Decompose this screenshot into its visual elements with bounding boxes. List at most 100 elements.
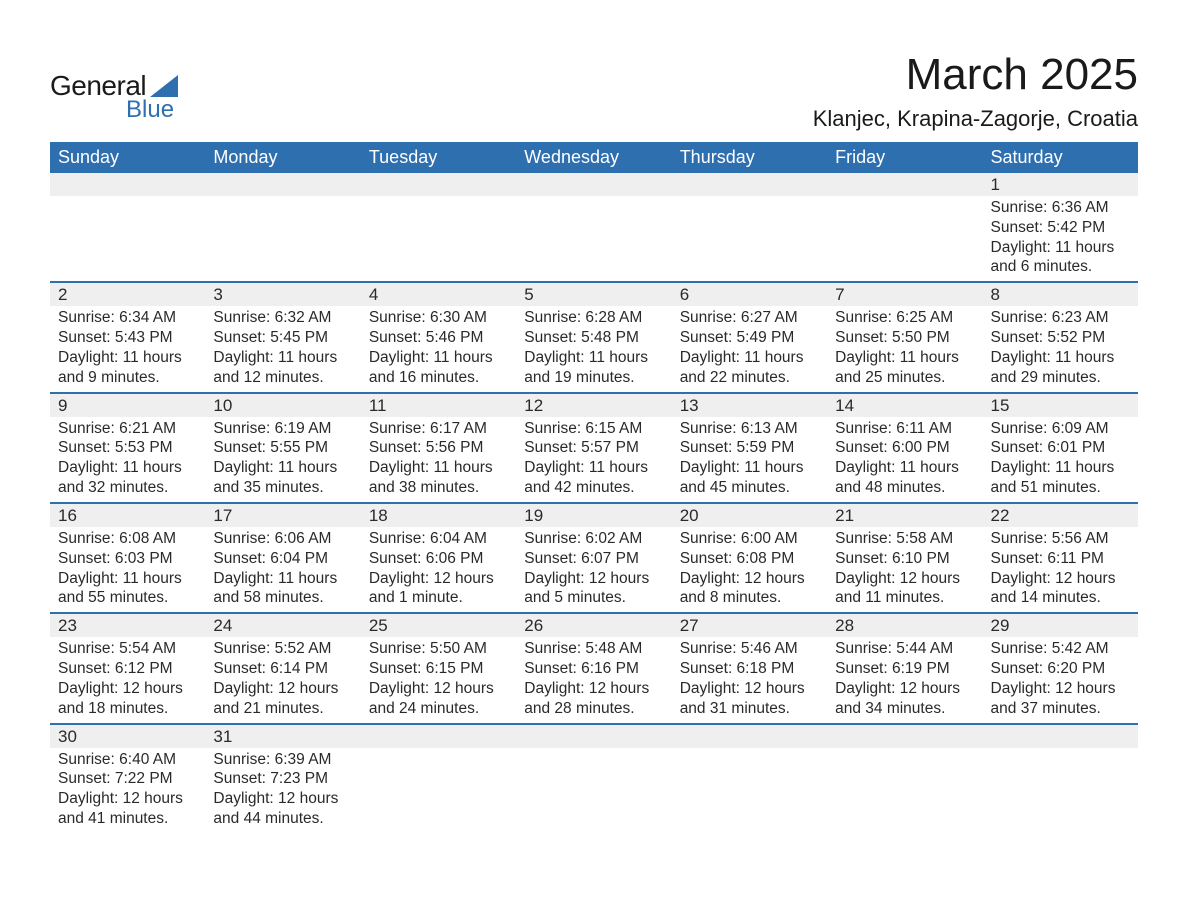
day-content-cell <box>672 748 827 833</box>
day-number: 2 <box>58 285 67 304</box>
sunrise-text: Sunrise: 6:36 AM <box>991 198 1130 218</box>
sunset-text: Sunset: 6:10 PM <box>835 549 974 569</box>
sunrise-text: Sunrise: 6:32 AM <box>213 308 352 328</box>
day-number: 26 <box>524 616 543 635</box>
sunrise-text: Sunrise: 5:44 AM <box>835 639 974 659</box>
daylight-text: Daylight: 11 hours <box>369 458 508 478</box>
day-number: 16 <box>58 506 77 525</box>
day-content-cell: Sunrise: 6:36 AMSunset: 5:42 PMDaylight:… <box>983 196 1138 282</box>
daylight-text: Daylight: 11 hours <box>991 458 1130 478</box>
logo-text-blue: Blue <box>126 96 174 124</box>
week-content-row: Sunrise: 6:36 AMSunset: 5:42 PMDaylight:… <box>50 196 1138 282</box>
day-content-cell: Sunrise: 5:56 AMSunset: 6:11 PMDaylight:… <box>983 527 1138 613</box>
sunset-text: Sunset: 5:53 PM <box>58 438 197 458</box>
daylight-text: Daylight: 11 hours <box>680 458 819 478</box>
day-number-cell: 10 <box>205 393 360 417</box>
day-content-cell: Sunrise: 6:32 AMSunset: 5:45 PMDaylight:… <box>205 306 360 392</box>
weekday-friday: Friday <box>827 142 982 173</box>
daylight-text: and 45 minutes. <box>680 478 819 498</box>
sunrise-text: Sunrise: 5:56 AM <box>991 529 1130 549</box>
day-content-cell <box>827 748 982 833</box>
calendar-table: Sunday Monday Tuesday Wednesday Thursday… <box>50 142 1138 833</box>
daylight-text: and 14 minutes. <box>991 588 1130 608</box>
daylight-text: and 29 minutes. <box>991 368 1130 388</box>
day-number-cell: 5 <box>516 282 671 306</box>
sunset-text: Sunset: 5:52 PM <box>991 328 1130 348</box>
day-content-cell: Sunrise: 5:54 AMSunset: 6:12 PMDaylight:… <box>50 637 205 723</box>
sunrise-text: Sunrise: 6:34 AM <box>58 308 197 328</box>
daylight-text: and 21 minutes. <box>213 699 352 719</box>
day-number: 18 <box>369 506 388 525</box>
daylight-text: Daylight: 11 hours <box>835 348 974 368</box>
day-number: 23 <box>58 616 77 635</box>
day-content-cell: Sunrise: 5:52 AMSunset: 6:14 PMDaylight:… <box>205 637 360 723</box>
day-content-cell: Sunrise: 6:34 AMSunset: 5:43 PMDaylight:… <box>50 306 205 392</box>
daylight-text: Daylight: 12 hours <box>369 569 508 589</box>
daylight-text: and 37 minutes. <box>991 699 1130 719</box>
sunrise-text: Sunrise: 6:25 AM <box>835 308 974 328</box>
sunrise-text: Sunrise: 6:06 AM <box>213 529 352 549</box>
day-content-cell: Sunrise: 6:28 AMSunset: 5:48 PMDaylight:… <box>516 306 671 392</box>
day-content-cell <box>983 748 1138 833</box>
sunset-text: Sunset: 6:15 PM <box>369 659 508 679</box>
sunset-text: Sunset: 5:59 PM <box>680 438 819 458</box>
daylight-text: and 18 minutes. <box>58 699 197 719</box>
daylight-text: and 16 minutes. <box>369 368 508 388</box>
daylight-text: Daylight: 12 hours <box>991 679 1130 699</box>
day-number-cell: 25 <box>361 613 516 637</box>
sunset-text: Sunset: 6:04 PM <box>213 549 352 569</box>
day-number: 31 <box>213 727 232 746</box>
daylight-text: Daylight: 11 hours <box>524 348 663 368</box>
day-number: 24 <box>213 616 232 635</box>
day-number-cell <box>672 724 827 748</box>
day-number-cell <box>827 724 982 748</box>
day-number-cell: 13 <box>672 393 827 417</box>
sunset-text: Sunset: 6:18 PM <box>680 659 819 679</box>
sunset-text: Sunset: 5:42 PM <box>991 218 1130 238</box>
day-number: 21 <box>835 506 854 525</box>
day-number-cell: 9 <box>50 393 205 417</box>
daylight-text: Daylight: 11 hours <box>213 458 352 478</box>
day-content-cell <box>361 748 516 833</box>
daylight-text: and 31 minutes. <box>680 699 819 719</box>
day-content-cell <box>361 196 516 282</box>
day-content-cell: Sunrise: 6:30 AMSunset: 5:46 PMDaylight:… <box>361 306 516 392</box>
daylight-text: Daylight: 12 hours <box>58 789 197 809</box>
daylight-text: Daylight: 12 hours <box>991 569 1130 589</box>
sunset-text: Sunset: 6:12 PM <box>58 659 197 679</box>
sunrise-text: Sunrise: 5:58 AM <box>835 529 974 549</box>
day-number: 15 <box>991 396 1010 415</box>
daylight-text: and 19 minutes. <box>524 368 663 388</box>
sunrise-text: Sunrise: 6:30 AM <box>369 308 508 328</box>
day-number-cell: 2 <box>50 282 205 306</box>
daylight-text: and 6 minutes. <box>991 257 1130 277</box>
daylight-text: and 58 minutes. <box>213 588 352 608</box>
sunrise-text: Sunrise: 6:11 AM <box>835 419 974 439</box>
daylight-text: Daylight: 11 hours <box>835 458 974 478</box>
day-number: 13 <box>680 396 699 415</box>
sunset-text: Sunset: 5:50 PM <box>835 328 974 348</box>
day-number: 19 <box>524 506 543 525</box>
daylight-text: Daylight: 12 hours <box>58 679 197 699</box>
day-number: 14 <box>835 396 854 415</box>
day-content-cell: Sunrise: 6:21 AMSunset: 5:53 PMDaylight:… <box>50 417 205 503</box>
day-number: 11 <box>369 396 387 415</box>
day-number-cell: 15 <box>983 393 1138 417</box>
daylight-text: and 28 minutes. <box>524 699 663 719</box>
day-number-cell <box>50 173 205 196</box>
daylight-text: and 34 minutes. <box>835 699 974 719</box>
day-number-cell <box>361 724 516 748</box>
day-content-cell: Sunrise: 6:11 AMSunset: 6:00 PMDaylight:… <box>827 417 982 503</box>
day-number-cell: 22 <box>983 503 1138 527</box>
day-number: 30 <box>58 727 77 746</box>
daylight-text: Daylight: 12 hours <box>369 679 508 699</box>
sunrise-text: Sunrise: 6:02 AM <box>524 529 663 549</box>
sunrise-text: Sunrise: 5:50 AM <box>369 639 508 659</box>
day-number-cell <box>516 173 671 196</box>
calendar-body: 1 Sunrise: 6:36 AMSunset: 5:42 PMDayligh… <box>50 173 1138 833</box>
sunrise-text: Sunrise: 6:15 AM <box>524 419 663 439</box>
day-content-cell: Sunrise: 6:19 AMSunset: 5:55 PMDaylight:… <box>205 417 360 503</box>
sunset-text: Sunset: 7:22 PM <box>58 769 197 789</box>
day-number-cell: 19 <box>516 503 671 527</box>
sunset-text: Sunset: 6:19 PM <box>835 659 974 679</box>
